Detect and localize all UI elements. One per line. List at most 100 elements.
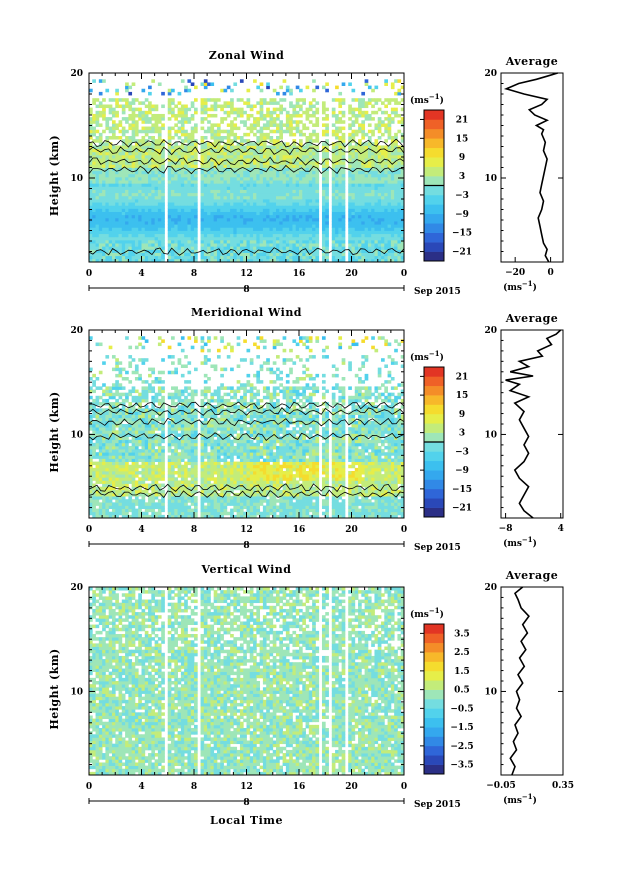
heatmap-cell: [282, 107, 287, 112]
heatmap-cell: [125, 452, 129, 456]
heatmap-cell: [305, 252, 310, 257]
heatmap-cell: [102, 417, 106, 422]
heatmap-cell: [131, 436, 136, 441]
heatmap-cell: [348, 110, 352, 115]
heatmap-cell: [400, 136, 405, 140]
heatmap-cell: [148, 136, 152, 140]
heatmap-cell: [364, 82, 369, 86]
heatmap-cell: [210, 82, 215, 86]
heatmap-cell: [177, 164, 182, 168]
heatmap-cell: [295, 243, 300, 247]
heatmap-cell: [102, 398, 106, 403]
heatmap-cell: [279, 199, 283, 203]
heatmap-cell: [184, 217, 188, 222]
heatmap-cell: [157, 113, 162, 118]
heatmap-cell: [253, 249, 257, 253]
heatmap-cell: [348, 145, 352, 149]
heatmap-cell: [95, 514, 100, 519]
heatmap-cell: [148, 214, 152, 219]
heatmap-cell: [249, 113, 254, 118]
heatmap-cell: [203, 214, 208, 219]
heatmap-cell: [239, 217, 244, 222]
heatmap-cell: [400, 239, 405, 244]
heatmap-cell: [95, 173, 100, 178]
heatmap-cell: [230, 126, 234, 131]
heatmap-cell: [95, 464, 100, 469]
heatmap-cell: [351, 132, 356, 137]
heatmap-cell: [203, 192, 208, 197]
heatmap-cell: [272, 151, 277, 156]
heatmap-cell: [207, 186, 211, 190]
heatmap-cell: [125, 202, 129, 206]
heatmap-cell: [161, 255, 165, 260]
heatmap-cell: [325, 243, 329, 247]
heatmap-cell: [259, 189, 264, 194]
heatmap-cell: [371, 170, 375, 175]
heatmap-cell: [272, 258, 277, 263]
heatmap-cell: [111, 427, 116, 431]
heatmap-cell: [377, 252, 382, 257]
heatmap-cell: [256, 167, 261, 172]
heatmap-cell: [351, 123, 356, 127]
heatmap-cell: [384, 214, 388, 219]
heatmap-cell: [259, 167, 264, 172]
heatmap-cell: [102, 117, 106, 121]
heatmap-cell: [115, 414, 119, 419]
heatmap-cell: [384, 236, 388, 241]
heatmap-cell: [256, 136, 261, 140]
heatmap-cell: [187, 79, 192, 83]
heatmap-cell: [302, 110, 306, 115]
heatmap-cell: [102, 224, 106, 228]
heatmap-cell: [390, 139, 395, 143]
heatmap-cell: [102, 170, 106, 175]
heatmap-cell: [213, 233, 218, 238]
heatmap-cell: [371, 176, 375, 181]
heatmap-cell: [364, 161, 369, 165]
heatmap-cell: [243, 249, 247, 253]
heatmap-cell: [187, 239, 192, 244]
heatmap-cell: [295, 214, 300, 219]
heatmap-cell: [299, 145, 303, 149]
heatmap-cell: [121, 255, 126, 260]
heatmap-cell: [213, 211, 218, 216]
heatmap-cell: [239, 145, 244, 149]
heatmap-cell: [200, 101, 205, 105]
heatmap-cell: [111, 458, 116, 462]
heatmap-cell: [341, 258, 346, 263]
heatmap-cell: [151, 117, 156, 121]
heatmap-cell: [272, 217, 277, 222]
heatmap-cell: [289, 199, 293, 203]
heatmap-cell: [262, 195, 267, 200]
heatmap-cell: [184, 239, 188, 244]
heatmap-cell: [134, 233, 139, 238]
heatmap-cell: [144, 180, 149, 184]
heatmap-cell: [243, 186, 247, 190]
heatmap-cell: [279, 151, 283, 156]
heatmap-cell: [266, 180, 270, 184]
heatmap-cell: [125, 489, 129, 494]
heatmap-cell: [203, 255, 208, 260]
heatmap-cell: [243, 208, 247, 212]
heatmap-cell: [374, 233, 379, 238]
heatmap-cell: [377, 170, 382, 175]
heatmap-cell: [308, 113, 313, 118]
heatmap-cell: [371, 230, 375, 235]
heatmap-cell: [367, 214, 372, 219]
heatmap-cell: [98, 480, 103, 484]
heatmap-cell: [118, 170, 123, 175]
heatmap-cell: [180, 246, 185, 250]
heatmap-cell: [292, 252, 297, 257]
heatmap-cell: [210, 145, 215, 149]
heatmap-cell: [194, 195, 198, 200]
heatmap-cell: [358, 139, 362, 143]
heatmap-cell: [108, 255, 113, 260]
heatmap-cell: [125, 408, 129, 412]
heatmap-cell: [341, 252, 346, 257]
heatmap-cell: [236, 246, 241, 250]
heatmap-cell: [213, 217, 218, 222]
heatmap-cell: [367, 164, 372, 168]
heatmap-cell: [125, 424, 129, 428]
average-x-tick-label: −20: [505, 268, 525, 278]
heatmap-cell: [157, 161, 162, 165]
heatmap-cell: [348, 173, 352, 178]
